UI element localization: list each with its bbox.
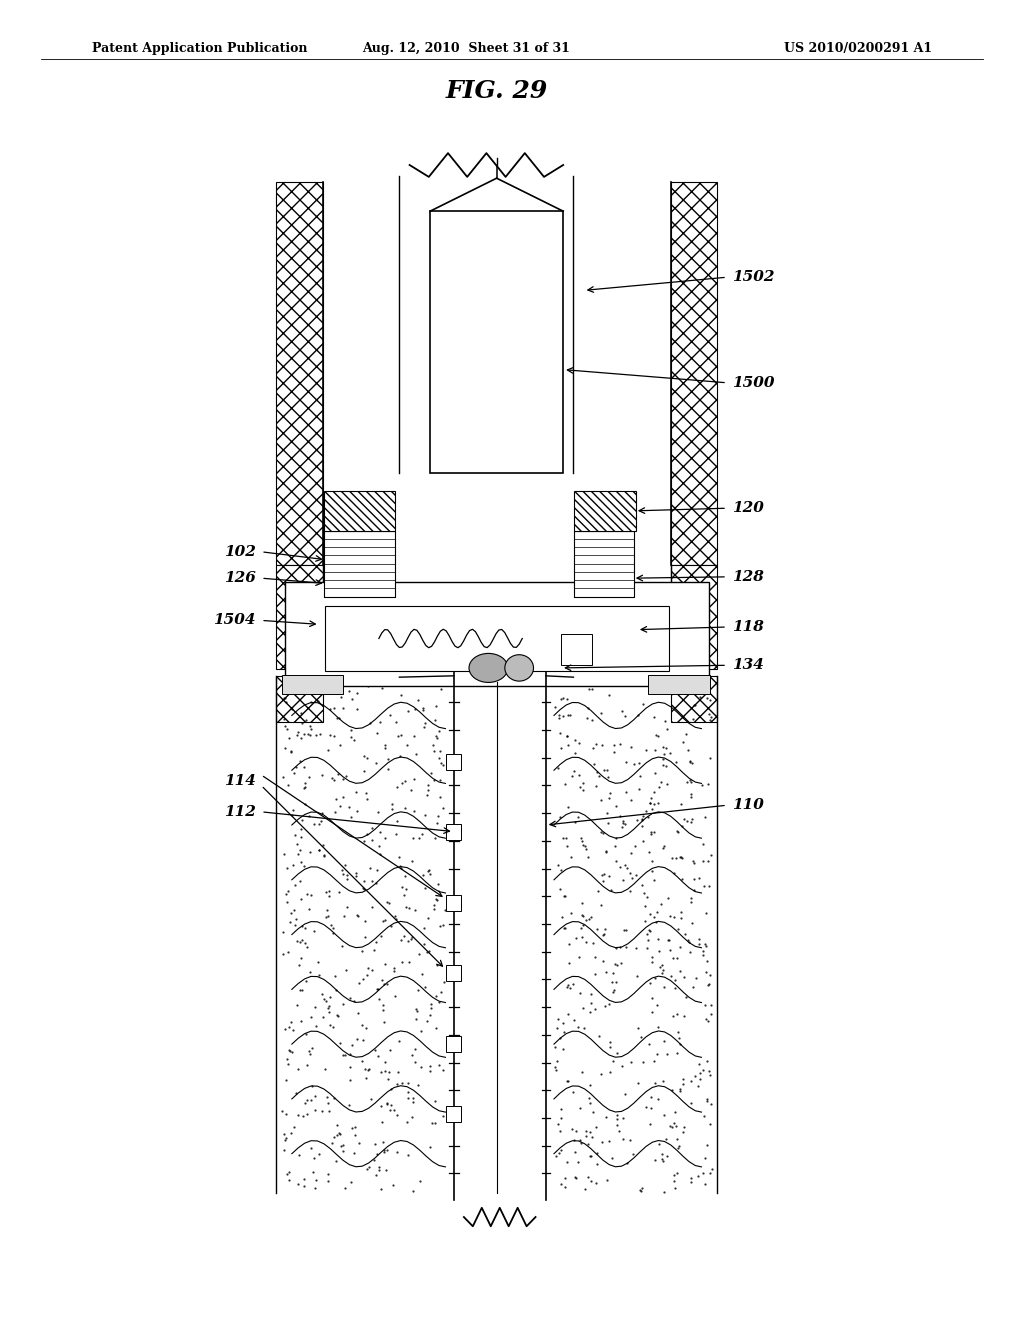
Text: 102: 102: [224, 545, 256, 558]
Bar: [285, 582, 709, 686]
Bar: [671, 565, 717, 669]
Bar: [324, 531, 395, 597]
Text: 134: 134: [732, 659, 764, 672]
Bar: [446, 1106, 461, 1122]
Text: 114: 114: [224, 775, 256, 788]
Text: 126: 126: [224, 572, 256, 585]
Bar: [561, 634, 592, 665]
Bar: [446, 1036, 461, 1052]
Text: 120: 120: [732, 502, 764, 515]
Bar: [446, 754, 461, 770]
Text: 112: 112: [224, 805, 256, 818]
Ellipse shape: [469, 653, 508, 682]
Bar: [282, 675, 343, 694]
Bar: [276, 565, 323, 669]
Bar: [648, 675, 710, 694]
Bar: [574, 491, 636, 531]
Ellipse shape: [505, 655, 534, 681]
Text: 1504: 1504: [213, 614, 256, 627]
Text: 1500: 1500: [732, 376, 775, 389]
Bar: [671, 182, 717, 565]
Text: Patent Application Publication: Patent Application Publication: [92, 42, 307, 55]
Text: US 2010/0200291 A1: US 2010/0200291 A1: [783, 42, 932, 55]
Bar: [276, 676, 323, 722]
Text: Aug. 12, 2010  Sheet 31 of 31: Aug. 12, 2010 Sheet 31 of 31: [361, 42, 570, 55]
Bar: [325, 606, 669, 671]
Bar: [574, 531, 634, 597]
Bar: [446, 895, 461, 911]
Text: 128: 128: [732, 570, 764, 583]
Text: 118: 118: [732, 620, 764, 634]
Bar: [446, 824, 461, 840]
Bar: [430, 211, 563, 473]
Text: 1502: 1502: [732, 271, 775, 284]
Text: 110: 110: [732, 799, 764, 812]
Bar: [324, 491, 395, 531]
Bar: [671, 676, 717, 722]
Bar: [276, 182, 323, 565]
Bar: [446, 965, 461, 981]
Text: FIG. 29: FIG. 29: [445, 79, 548, 103]
